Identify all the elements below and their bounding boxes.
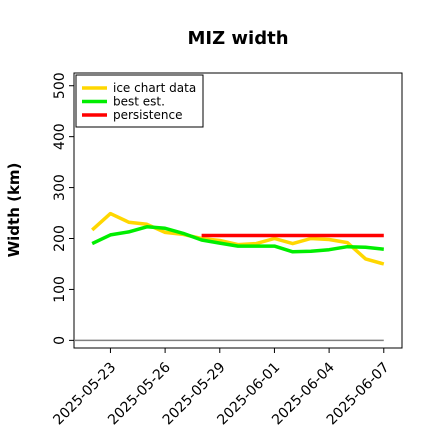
y-tick-label: 500 (52, 72, 68, 99)
y-tick-label: 200 (52, 225, 68, 252)
legend-label: best est. (113, 95, 165, 109)
series-line-best-est- (91, 225, 384, 254)
chart-title: MIZ width (187, 28, 288, 49)
y-tick-label: 400 (52, 123, 68, 150)
legend-label: ice chart data (113, 81, 196, 95)
y-tick-label: 0 (52, 336, 68, 345)
y-tick-label: 100 (52, 276, 68, 303)
y-axis-label: Width (km) (5, 163, 23, 258)
legend-label: persistence (113, 108, 182, 122)
y-tick-label: 300 (52, 174, 68, 201)
